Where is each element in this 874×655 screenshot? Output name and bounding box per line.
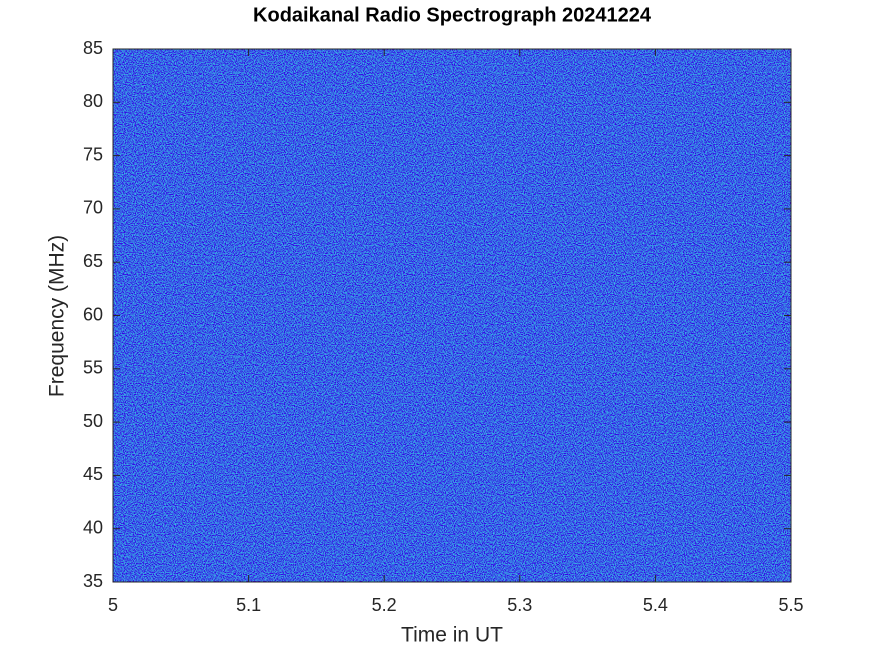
y-tick-label: 45 [83,464,103,484]
x-tick-label: 5.5 [778,595,803,615]
chart-title: Kodaikanal Radio Spectrograph 20241224 [253,4,652,26]
x-tick-label: 5.1 [236,595,261,615]
y-tick-label: 50 [83,411,103,431]
y-tick-label: 60 [83,304,103,324]
y-tick-label: 40 [83,517,103,537]
y-tick-label: 70 [83,198,103,218]
y-tick-label: 75 [83,144,103,164]
x-tick-label: 5.2 [372,595,397,615]
y-tick-label: 55 [83,358,103,378]
y-tick-label: 35 [83,571,103,591]
x-tick-label: 5.4 [643,595,668,615]
y-tick-label: 80 [83,91,103,111]
x-axis-label: Time in UT [401,624,503,647]
x-tick-label: 5 [108,595,118,615]
y-axis-label: Frequency (MHz) [46,235,69,397]
y-tick-label: 85 [83,38,103,58]
x-tick-label: 5.3 [507,595,532,615]
y-tick-label: 65 [83,251,103,271]
spectrogram-noise [113,49,791,582]
